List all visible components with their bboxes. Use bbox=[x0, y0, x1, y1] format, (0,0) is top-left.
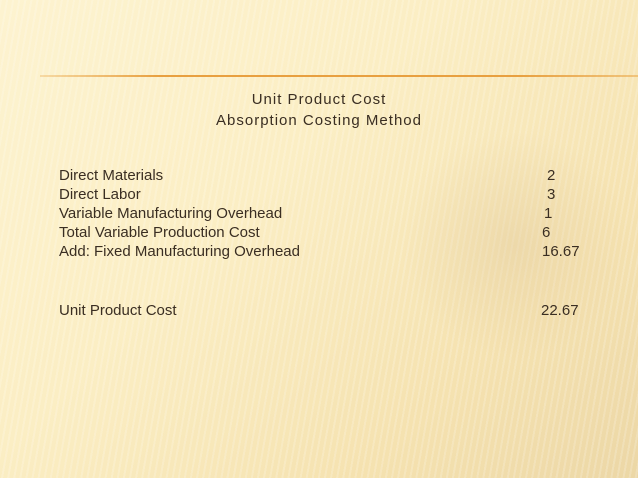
title-line-2: Absorption Costing Method bbox=[216, 112, 422, 129]
background-shape bbox=[400, 130, 630, 360]
row-label: Add: Fixed Manufacturing Overhead bbox=[59, 243, 300, 260]
row-value: 3 bbox=[547, 186, 556, 203]
slide-title: Unit Product Cost Absorption Costing Met… bbox=[0, 89, 638, 131]
row-value: 1 bbox=[544, 205, 553, 222]
row-label: Direct Materials bbox=[59, 167, 164, 184]
row-label: Variable Manufacturing Overhead bbox=[59, 205, 283, 222]
title-divider bbox=[40, 75, 638, 77]
row-label: Direct Labor bbox=[59, 186, 141, 203]
title-line-1: Unit Product Cost bbox=[251, 91, 387, 108]
total-label: Unit Product Cost bbox=[59, 302, 177, 319]
total-value: 22.67 bbox=[541, 302, 579, 319]
row-value: 16.67 bbox=[542, 243, 580, 260]
row-value: 2 bbox=[547, 167, 556, 184]
row-value: 6 bbox=[542, 224, 551, 241]
row-label: Total Variable Production Cost bbox=[59, 224, 260, 241]
